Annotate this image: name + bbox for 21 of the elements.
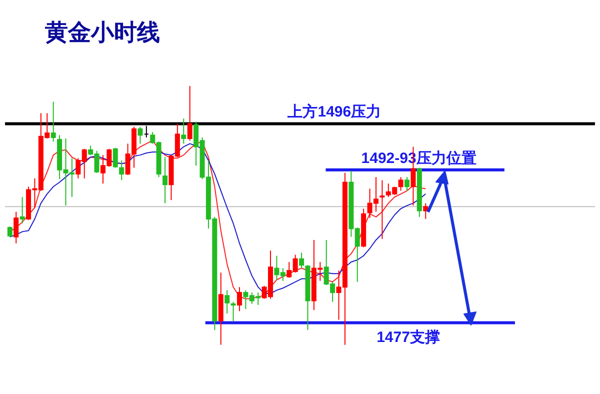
candlestick (236, 286, 242, 312)
candlestick (7, 226, 12, 238)
candlestick (230, 301, 236, 322)
candlestick (404, 176, 410, 192)
candlestick (112, 147, 118, 168)
candlestick (299, 252, 304, 269)
candlestick (119, 160, 124, 181)
candlestick (224, 290, 230, 314)
candlestick (187, 85, 192, 142)
candlestick (20, 196, 25, 224)
candlestick (14, 211, 19, 244)
candlestick (50, 101, 56, 142)
candlestick (380, 180, 385, 240)
ref-line-label: 上方1496压力 (286, 102, 382, 121)
candlestick (162, 156, 168, 204)
ref-line-label: 1477支撑 (376, 328, 440, 346)
candlestick (423, 202, 428, 220)
chart-title: 黄金小时线 (44, 19, 160, 45)
candlestick (181, 118, 186, 144)
candlestick (138, 126, 143, 144)
candlestick (398, 176, 404, 192)
